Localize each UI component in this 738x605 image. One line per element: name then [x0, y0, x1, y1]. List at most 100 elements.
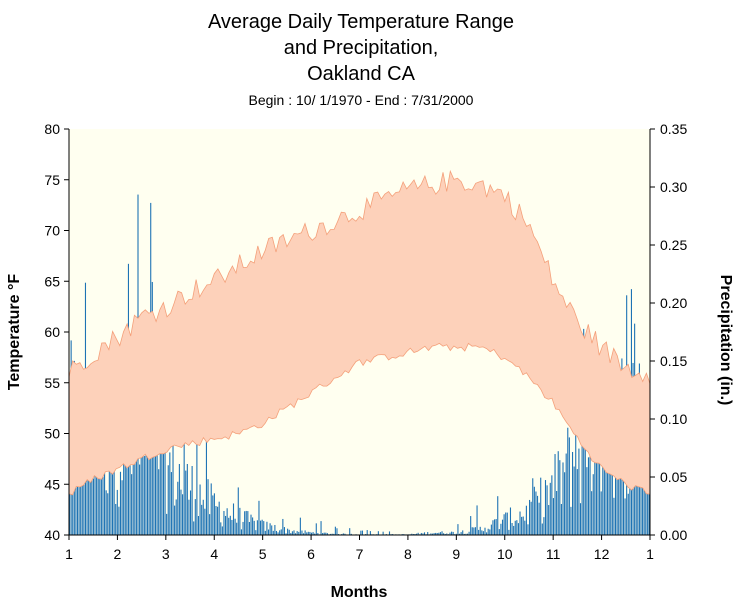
precip-bar [255, 530, 257, 535]
precip-bar [244, 511, 246, 535]
precip-bar [279, 530, 281, 535]
precip-bar [627, 493, 629, 535]
precip-bar [573, 466, 575, 535]
precip-bar [594, 403, 596, 535]
precip-bar [369, 531, 371, 535]
precip-bar [439, 532, 441, 535]
precip-bar [167, 465, 169, 535]
precip-bar [611, 428, 613, 535]
precip-bar [242, 521, 244, 535]
precip-bar [629, 462, 631, 535]
precip-bar [344, 533, 346, 535]
precip-bar [377, 531, 379, 535]
precip-bar [264, 530, 266, 535]
precip-bar [431, 533, 434, 535]
precip-bar [169, 452, 171, 535]
precip-bar [560, 504, 562, 535]
precip-bar [349, 528, 351, 535]
x-tick-label: 6 [307, 546, 315, 562]
precip-bar [156, 429, 158, 535]
precip-bar [436, 533, 438, 535]
precip-bar [129, 447, 131, 535]
x-tick-label: 1 [646, 546, 654, 562]
precip-bar [124, 402, 126, 535]
precip-bar [567, 427, 569, 535]
precip-bar [476, 505, 478, 535]
precip-bar [245, 510, 247, 535]
precip-bar [164, 429, 166, 535]
precip-bar [275, 530, 278, 535]
precip-bar [115, 503, 117, 535]
precip-bar [147, 417, 149, 535]
precip-bar [140, 432, 142, 535]
precip-bar [441, 531, 443, 535]
precip-bar [285, 533, 287, 535]
y-left-tick-label: 75 [44, 172, 60, 188]
precip-bar [541, 523, 543, 535]
y-axis-right-label: Precipitation (in.) [717, 275, 734, 406]
precip-bar [471, 527, 473, 535]
precip-bar [524, 520, 526, 535]
precip-bar [240, 529, 243, 535]
y-left-tick-label: 40 [44, 527, 60, 543]
precip-bar [224, 515, 227, 535]
precip-bar [148, 436, 150, 535]
precip-bar [330, 533, 332, 535]
precip-bar [186, 463, 188, 535]
precip-bar [263, 521, 265, 535]
precip-bar [529, 499, 531, 535]
y-right-tick-label: 0.15 [660, 353, 687, 369]
x-tick-label: 1 [65, 546, 73, 562]
precip-bar [296, 531, 298, 535]
temperature-max-line [68, 169, 651, 384]
precip-bar [543, 517, 545, 535]
precip-bar [229, 515, 231, 535]
precip-bar [487, 528, 489, 535]
precip-bar [589, 451, 591, 535]
precip-bar [473, 527, 475, 535]
precip-bar [599, 450, 601, 535]
precip-bar [205, 432, 207, 535]
precip-bar [470, 516, 472, 535]
precip-bar [290, 533, 292, 535]
precip-bar [237, 487, 239, 535]
precip-bar [538, 502, 540, 535]
precip-bar [600, 491, 602, 535]
precip-bar [457, 524, 459, 535]
precip-bar [508, 529, 510, 535]
y-left-tick-label: 65 [44, 273, 60, 289]
precip-bar [605, 448, 607, 535]
precip-bar [581, 407, 583, 535]
precip-bar [204, 508, 206, 535]
precip-bar [430, 533, 432, 535]
precip-bar [291, 531, 293, 535]
precip-bar [460, 532, 462, 535]
precip-bar [96, 431, 98, 535]
precip-bar [557, 451, 559, 535]
precip-bar [307, 531, 309, 535]
precip-bar [253, 520, 255, 535]
precip-bar [293, 530, 295, 535]
precip-bar [435, 532, 437, 535]
y-right-tick-label: 0.05 [660, 469, 687, 485]
precip-bar [546, 485, 548, 535]
precip-bar [462, 530, 464, 535]
precip-bar [132, 395, 134, 535]
precip-bar [78, 471, 80, 535]
precip-bar [540, 477, 542, 535]
precip-bar [498, 529, 500, 535]
precip-bar [361, 530, 363, 535]
precip-bar [322, 533, 324, 535]
x-tick-label: 2 [114, 546, 122, 562]
precip-bar [497, 496, 499, 535]
x-tick-label: 8 [404, 546, 412, 562]
precip-bar [193, 521, 195, 535]
axes: 8075706560555045400.350.300.250.200.150.… [44, 121, 687, 562]
precip-bar [299, 517, 301, 535]
precip-bar [301, 530, 303, 535]
precip-bar [495, 519, 497, 535]
precip-bar [494, 519, 496, 535]
precip-bar [234, 518, 236, 535]
precip-bar [444, 533, 446, 535]
precip-bar [295, 533, 297, 535]
